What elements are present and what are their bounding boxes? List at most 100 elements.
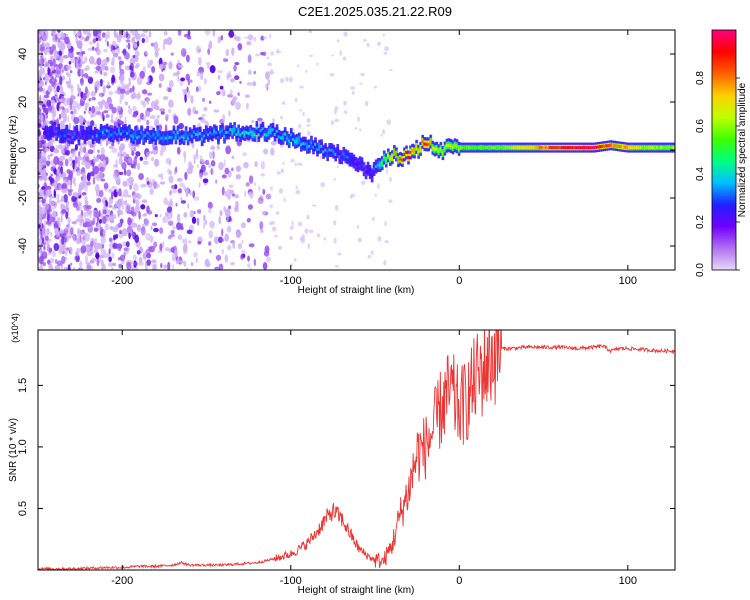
ridge-band-core	[233, 127, 236, 131]
noise-speckle	[133, 42, 138, 48]
noise-speckle	[58, 98, 64, 103]
ridge-band-core	[500, 146, 503, 150]
ridge-band-core	[437, 149, 441, 153]
noise-speckle	[138, 211, 141, 220]
ridge-band-core	[488, 146, 491, 150]
noise-speckle	[61, 68, 65, 73]
noise-speckle	[187, 107, 192, 116]
spectrogram-noise	[38, 30, 393, 270]
ridge-band-core	[227, 130, 230, 134]
ridge-band-core	[241, 131, 245, 135]
noise-speckle	[102, 229, 106, 236]
noise-speckle	[151, 66, 156, 74]
ridge-band-core	[411, 149, 414, 153]
ridge-band-core	[486, 146, 489, 150]
noise-speckle	[100, 100, 104, 109]
ridge-band-core	[461, 146, 465, 150]
ridge-band-core	[113, 131, 117, 135]
noise-speckle	[134, 30, 138, 38]
noise-speckle	[200, 113, 207, 117]
noise-speckle	[220, 35, 223, 41]
ridge-band-core	[122, 130, 125, 134]
ridge-band-core	[77, 136, 81, 140]
noise-speckle	[159, 227, 164, 235]
noise-speckle	[47, 67, 50, 76]
ridge-band-core	[532, 146, 536, 150]
noise-speckle	[261, 210, 267, 216]
noise-speckle	[101, 264, 106, 270]
noise-speckle	[128, 77, 131, 83]
noise-speckle	[90, 120, 95, 127]
noise-speckle	[309, 54, 313, 57]
noise-speckle	[63, 97, 69, 106]
noise-speckle	[149, 115, 156, 120]
spectrogram-x-tick-label: 100	[619, 275, 637, 287]
noise-speckle	[67, 216, 71, 226]
noise-speckle	[83, 211, 87, 220]
noise-speckle	[386, 168, 389, 174]
ridge-band-core	[613, 144, 617, 148]
ridge-band-core	[429, 140, 433, 144]
noise-speckle	[307, 243, 311, 250]
noise-speckle	[270, 68, 273, 75]
noise-speckle	[66, 72, 71, 78]
ridge-band-core	[154, 136, 158, 140]
noise-speckle	[90, 240, 94, 247]
noise-speckle	[237, 43, 243, 51]
ridge-band-core	[389, 157, 392, 161]
ridge-band-core	[453, 143, 457, 147]
noise-speckle	[248, 175, 254, 184]
ridge-band-core	[605, 144, 609, 148]
noise-speckle	[351, 90, 355, 95]
noise-speckle	[60, 146, 65, 155]
noise-speckle	[270, 186, 274, 191]
noise-speckle	[42, 96, 45, 102]
ridge-band-core	[583, 146, 586, 150]
ridge-band-core	[526, 146, 530, 150]
noise-speckle	[49, 200, 56, 205]
noise-speckle	[295, 189, 301, 195]
ridge-band-core	[298, 138, 301, 142]
noise-speckle	[245, 102, 249, 110]
colorbar-tick-label: 0.8	[695, 71, 706, 85]
ridge-band-core	[253, 133, 257, 137]
noise-speckle	[106, 96, 112, 106]
noise-speckle	[184, 171, 188, 181]
noise-speckle	[132, 254, 137, 261]
ridge-band-core	[316, 148, 319, 152]
noise-speckle	[292, 128, 295, 132]
noise-speckle	[104, 38, 108, 43]
noise-speckle	[170, 211, 173, 218]
ridge-band-core	[209, 131, 212, 135]
noise-speckle	[90, 258, 97, 263]
noise-speckle	[88, 41, 94, 45]
noise-speckle	[202, 97, 206, 102]
noise-speckle	[79, 146, 84, 153]
noise-speckle	[56, 200, 61, 204]
noise-speckle	[134, 234, 140, 244]
noise-speckle	[114, 43, 119, 48]
noise-speckle	[193, 196, 200, 201]
ridge-band-core	[415, 145, 418, 149]
noise-speckle	[298, 123, 302, 129]
noise-speckle	[56, 102, 60, 112]
ridge-band-core	[356, 163, 360, 167]
noise-speckle	[262, 35, 267, 40]
ridge-band-core	[332, 150, 336, 154]
ridge-band-core	[391, 155, 394, 159]
noise-speckle	[149, 59, 154, 66]
ridge-band-core	[204, 130, 208, 134]
noise-speckle	[56, 85, 60, 93]
noise-speckle	[259, 221, 264, 230]
noise-speckle	[290, 159, 295, 163]
noise-speckle	[96, 224, 101, 228]
ridge-band-core	[174, 135, 178, 139]
noise-speckle	[323, 237, 326, 241]
noise-speckle	[52, 210, 57, 218]
noise-speckle	[38, 128, 41, 137]
ridge-band-core	[659, 146, 663, 150]
noise-speckle	[124, 101, 129, 106]
noise-speckle	[110, 113, 114, 120]
noise-speckle	[128, 232, 131, 240]
